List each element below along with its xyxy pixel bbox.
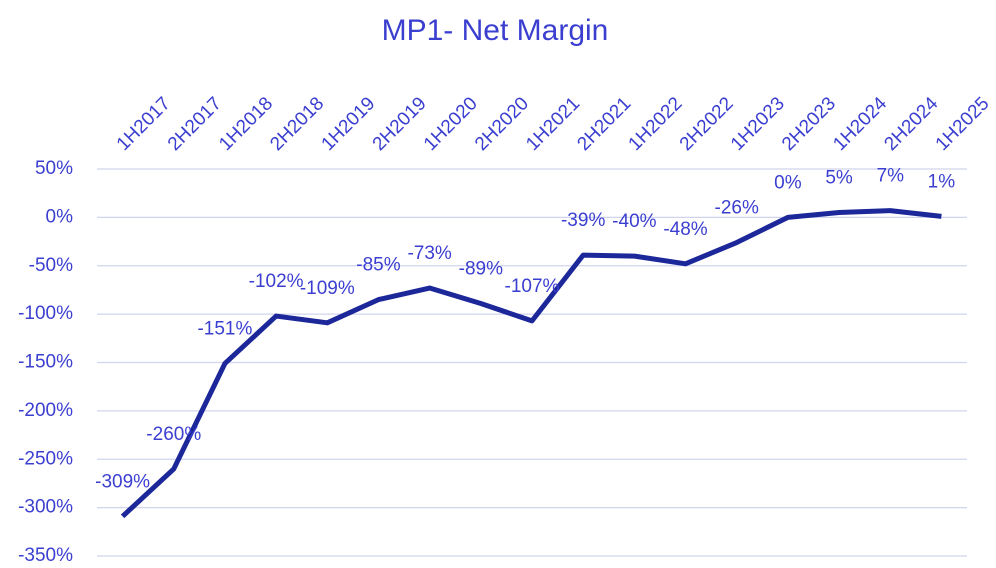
data-label: -73%	[407, 243, 451, 264]
y-tick-label: -300%	[18, 497, 73, 518]
data-label: -107%	[505, 276, 560, 297]
data-label: -102%	[249, 271, 304, 292]
y-tick-label: -150%	[18, 352, 73, 373]
data-label: 5%	[825, 168, 853, 189]
x-tick-label: 2H2018	[266, 93, 328, 155]
data-label: -48%	[663, 219, 707, 240]
y-tick-label: -200%	[18, 400, 73, 421]
y-tick-label: 0%	[46, 206, 74, 227]
x-tick-label: 1H2019	[318, 93, 380, 155]
line	[120, 208, 942, 519]
x-tick-label: 2H2017	[164, 93, 226, 155]
x-tick-label: 1H2022	[625, 93, 687, 155]
y-tick-label: -50%	[29, 255, 73, 276]
x-tick-label: 2H2024	[880, 93, 942, 155]
x-tick-label: 2H2023	[778, 93, 840, 155]
x-tick-label: 2H2019	[369, 93, 431, 155]
data-label: 1%	[928, 171, 956, 192]
chart-title: MP1- Net Margin	[382, 14, 609, 47]
data-label: -26%	[715, 198, 759, 219]
x-tick-label: 1H2025	[932, 93, 994, 155]
data-label: 7%	[877, 166, 905, 187]
data-label: -85%	[356, 255, 400, 276]
data-label: -109%	[300, 278, 355, 299]
x-tick-label: 2H2022	[676, 93, 738, 155]
x-tick-label: 1H2020	[420, 93, 482, 155]
y-tick-label: 50%	[35, 158, 73, 179]
x-tick-label: 2H2021	[573, 93, 635, 155]
data-label: 0%	[774, 172, 802, 193]
data-label: -39%	[561, 210, 605, 231]
x-tick-label: 2H2020	[471, 93, 533, 155]
data-label: -309%	[95, 471, 150, 492]
x-tick-label: 1H2024	[829, 93, 891, 155]
x-tick-label: 1H2018	[215, 93, 277, 155]
x-tick-label: 1H2017	[113, 93, 175, 155]
data-label: -260%	[146, 424, 201, 445]
data-label: -40%	[612, 211, 656, 232]
y-tick-label: -250%	[18, 448, 73, 469]
data-label: -89%	[459, 258, 503, 279]
data-label: -151%	[197, 318, 252, 339]
x-tick-label: 1H2023	[727, 93, 789, 155]
y-tick-label: -100%	[18, 303, 73, 324]
x-tick-label: 1H2021	[522, 93, 584, 155]
y-tick-label: -350%	[18, 545, 73, 566]
